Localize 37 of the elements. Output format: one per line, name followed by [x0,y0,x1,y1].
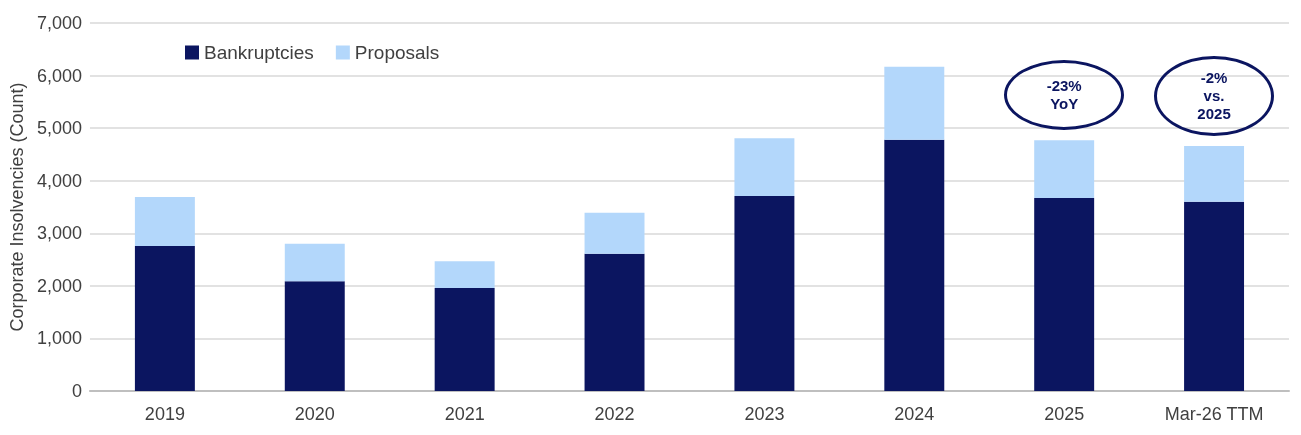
bar [734,138,795,196]
bar [434,287,495,391]
ellipse-outline: -2% vs. 2025 [1154,56,1275,136]
bar [884,139,945,391]
bar [434,261,495,288]
bar [734,195,795,391]
y-tick-label: 0 [71,381,82,401]
bar [1184,146,1245,202]
bar [134,245,195,391]
legend-label: Proposals [354,42,440,63]
bar [134,197,195,246]
y-tick-label: 7,000 [36,13,82,33]
x-tick-label: 2022 [594,404,635,424]
y-tick-label: 4,000 [36,170,82,191]
bar [1034,198,1095,391]
x-tick-label: 2025 [1044,404,1085,424]
bar [584,212,645,254]
legend-label: Bankruptcies [204,42,314,63]
x-tick-label: 2023 [744,404,785,424]
y-tick-label: 3,000 [36,223,82,244]
x-tick-label: 2024 [894,404,935,424]
x-tick-label: Mar-26 TTM [1164,404,1264,424]
y-tick-label: 1,000 [36,328,82,349]
bar [584,253,645,391]
x-tick-label: 2019 [144,404,185,424]
bar [284,243,345,282]
x-tick-label: 2020 [294,404,335,424]
bar [284,281,345,391]
y-tick-label: 5,000 [36,118,82,139]
ellipse-outline: -23% YoY [1004,60,1125,131]
bar [884,66,945,140]
bar [1034,140,1095,199]
y-axis-title: Corporate Insolvencies (Count) [7,82,27,332]
y-tick-label: 6,000 [36,65,82,86]
bar [1184,201,1245,391]
x-tick-label: 2021 [444,404,485,424]
y-tick-label: 2,000 [36,275,82,296]
